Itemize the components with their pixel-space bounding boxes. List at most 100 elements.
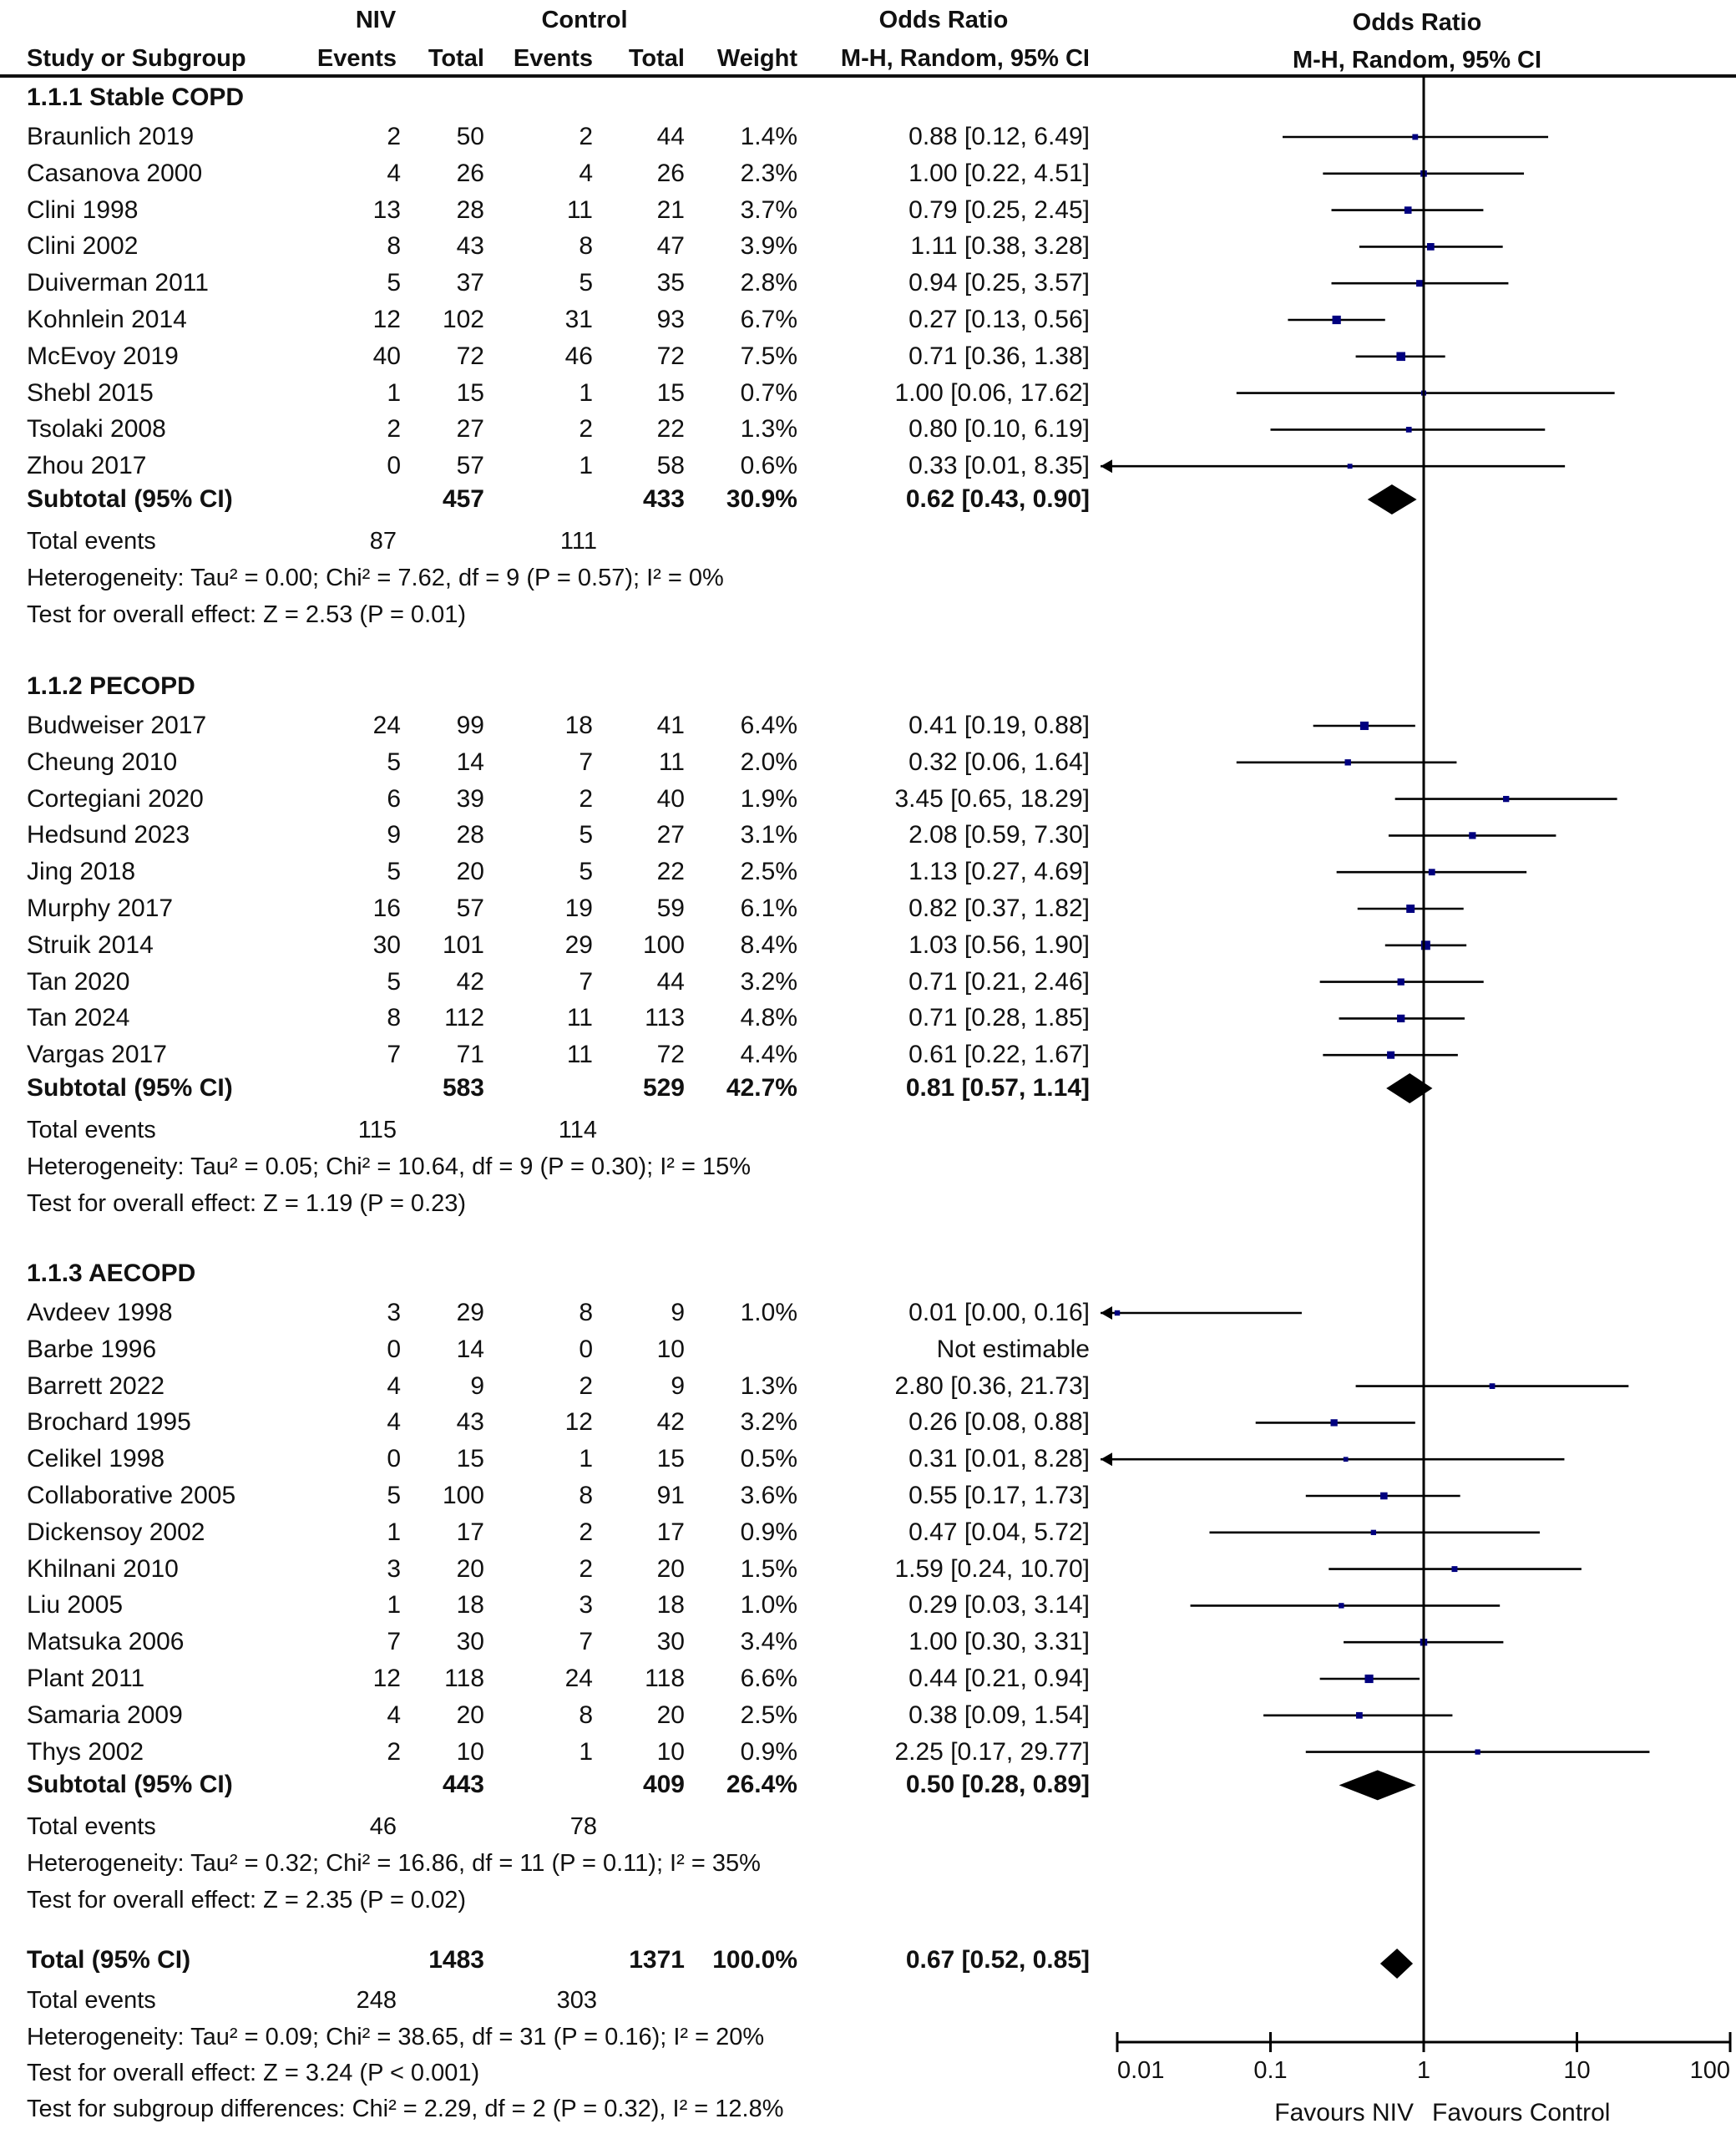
control-total: 72 <box>656 342 685 370</box>
overall-effect-row: Test for overall effect: Z = 2.35 (P = 0… <box>0 1882 1102 1919</box>
total-label: Total (95% CI) <box>27 1946 191 1974</box>
subgroup-heading: 1.1.1 Stable COPD <box>0 79 1102 116</box>
study-name: Kohnlein 2014 <box>27 306 187 333</box>
niv-total: 17 <box>456 1518 484 1546</box>
odds-ratio-ci: 0.88 [0.12, 6.49] <box>908 123 1090 150</box>
study-name: Celikel 1998 <box>27 1445 165 1473</box>
niv-events: 9 <box>387 821 401 849</box>
study-name: Jing 2018 <box>27 858 136 886</box>
subgroup-label: 1.1.3 AECOPD <box>27 1260 196 1287</box>
weight: 2.8% <box>740 269 797 297</box>
niv-events: 24 <box>372 712 401 739</box>
subtotal-row: Subtotal (95% CI) 583 529 42.7% 0.81 [0.57, … <box>0 1070 1102 1107</box>
niv-events: 16 <box>372 895 401 922</box>
control-events: 1 <box>579 452 593 480</box>
total-events-niv: 87 <box>369 528 397 555</box>
weight: 3.4% <box>740 1628 797 1656</box>
niv-total: 57 <box>456 452 484 480</box>
weight: 0.6% <box>740 452 797 480</box>
control-total: 26 <box>656 159 685 187</box>
study-name: Barbe 1996 <box>27 1335 157 1363</box>
subtotal-label: Subtotal (95% CI) <box>27 1771 233 1799</box>
study-row: Jing 2018 5 20 5 22 2.5% 1.13 [0.27, 4.69] <box>0 854 1102 890</box>
odds-ratio-ci: 1.00 [0.06, 17.62] <box>894 378 1090 407</box>
niv-events: 0 <box>387 1445 401 1473</box>
subtotal-diamond <box>1339 1770 1416 1801</box>
niv-events: 6 <box>387 784 401 813</box>
header-weight: Weight <box>716 45 797 72</box>
total-events-control: 111 <box>559 528 597 555</box>
study-name: Shebl 2015 <box>27 378 154 407</box>
odds-ratio-ci: 0.82 [0.37, 1.82] <box>908 895 1090 922</box>
odds-ratio-ci: 0.29 [0.03, 3.14] <box>908 1591 1090 1619</box>
control-events: 2 <box>579 1554 593 1583</box>
control-total: 30 <box>656 1628 685 1656</box>
study-name: Cortegiani 2020 <box>27 784 204 813</box>
niv-total: 39 <box>456 784 484 813</box>
niv-total: 112 <box>444 1004 484 1032</box>
control-events: 0 <box>579 1335 593 1363</box>
study-name: Struik 2014 <box>27 930 154 959</box>
niv-total: 118 <box>444 1665 484 1692</box>
odds-ratio-ci: 1.59 [0.24, 10.70] <box>894 1554 1090 1583</box>
total-row: Total (95% CI) 1483 1371 100.0% 0.67 [0.52, … <box>0 1942 1102 1979</box>
control-total: 11 <box>658 748 685 776</box>
study-name: Casanova 2000 <box>27 159 203 187</box>
point-estimate-marker <box>1347 464 1353 469</box>
study-name: Avdeev 1998 <box>27 1299 173 1326</box>
study-name: Budweiser 2017 <box>27 712 207 739</box>
study-name: Collaborative 2005 <box>27 1482 236 1509</box>
point-estimate-marker <box>1332 315 1341 325</box>
weight: 2.0% <box>740 748 797 776</box>
weight: 1.4% <box>740 123 797 150</box>
niv-total: 71 <box>456 1041 484 1069</box>
odds-ratio-ci: 0.33 [0.01, 8.35] <box>908 452 1090 480</box>
control-total: 44 <box>656 123 685 150</box>
control-events: 7 <box>579 748 593 776</box>
heterogeneity-row: Heterogeneity: Tau² = 0.05; Chi² = 10.64… <box>0 1148 1102 1185</box>
odds-ratio-ci: 0.47 [0.04, 5.72] <box>908 1518 1090 1546</box>
header-rule <box>0 74 1736 78</box>
overall-effect-text: Test for overall effect: Z = 2.53 (P = 0… <box>27 601 467 628</box>
total-events-row: Total events 87 111 <box>0 523 1102 560</box>
control-total: 18 <box>656 1591 685 1619</box>
niv-events: 4 <box>387 1408 401 1437</box>
point-estimate-marker <box>1469 832 1476 839</box>
total-events-label: Total events <box>27 1813 156 1841</box>
niv-total: 20 <box>456 858 484 886</box>
control-total: 100 <box>642 930 685 959</box>
study-row: Struik 2014 30 101 29 100 8.4% 1.03 [0.56, 1.9… <box>0 927 1102 964</box>
niv-events: 4 <box>387 1371 401 1400</box>
subtotal-control-total: 529 <box>642 1074 685 1102</box>
control-total: 35 <box>656 269 685 297</box>
study-row: Clini 1998 13 28 11 21 3.7% 0.79 [0.25, 2.45] <box>0 192 1102 229</box>
favours-niv-label: Favours NIV <box>1274 2099 1414 2126</box>
point-estimate-marker <box>1404 206 1412 214</box>
study-name: Dickensoy 2002 <box>27 1518 205 1546</box>
study-row: Collaborative 2005 5 100 8 91 3.6% 0.55 [0.17,… <box>0 1478 1102 1514</box>
control-events: 18 <box>564 712 593 739</box>
subgroup-heading: 1.1.3 AECOPD <box>0 1255 1102 1292</box>
point-estimate-marker <box>1416 280 1424 287</box>
heterogeneity-text: Heterogeneity: Tau² = 0.09; Chi² = 38.65… <box>27 2024 765 2050</box>
point-estimate-marker <box>1397 1014 1405 1023</box>
subtotal-or-ci: 0.62 [0.43, 0.90] <box>905 485 1090 513</box>
control-events: 24 <box>564 1665 593 1692</box>
control-events: 1 <box>579 1737 593 1766</box>
weight: 3.9% <box>740 232 797 261</box>
point-estimate-marker <box>1420 940 1430 950</box>
point-estimate-marker <box>1405 427 1412 433</box>
total-events-niv: 115 <box>357 1117 397 1143</box>
study-row: Barrett 2022 4 9 2 9 1.3% 2.80 [0.36, 21.73] <box>0 1368 1102 1405</box>
control-total: 91 <box>656 1482 685 1509</box>
odds-ratio-ci: 0.44 [0.21, 0.94] <box>908 1665 1090 1692</box>
subtotal-row: Subtotal (95% CI) 443 409 26.4% 0.50 [0.28, … <box>0 1766 1102 1803</box>
odds-ratio-ci: 1.00 [0.30, 3.31] <box>908 1628 1090 1656</box>
weight: 1.3% <box>740 415 797 444</box>
niv-events: 3 <box>387 1554 401 1583</box>
subgroup-differences-row: Test for subgroup differences: Chi² = 2.… <box>0 2091 1102 2127</box>
study-row: Vargas 2017 7 71 11 72 4.4% 0.61 [0.22, 1.67] <box>0 1037 1102 1073</box>
control-events: 8 <box>579 1299 593 1326</box>
total-events-niv: 248 <box>356 1987 397 2014</box>
header-column-row: Study or Subgroup Events Total Events Total W… <box>0 40 1102 77</box>
